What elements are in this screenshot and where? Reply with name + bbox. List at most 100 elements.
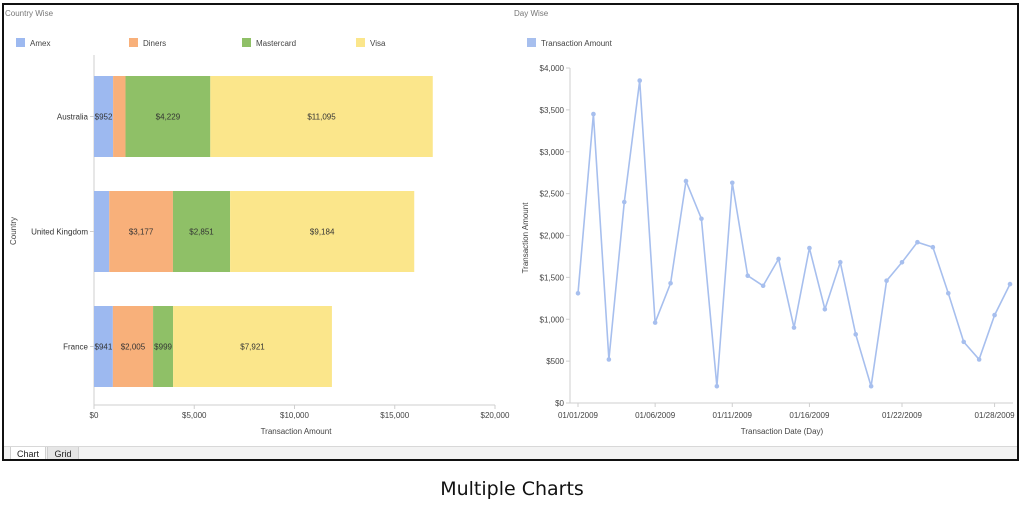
x-tick-label: $10,000 (280, 411, 309, 420)
data-label: $2,005 (121, 343, 146, 352)
legend-label: Amex (30, 39, 50, 48)
right-y-axis-title: Transaction Amount (521, 202, 530, 274)
data-point (1007, 281, 1013, 287)
category-label: France (63, 343, 88, 352)
data-point (606, 357, 612, 362)
y-tick-label: $1,000 (540, 315, 565, 324)
bar-segment (94, 191, 110, 272)
legend-swatch (242, 38, 251, 47)
page-caption: Multiple Charts (440, 478, 584, 500)
data-point (575, 290, 581, 296)
right-axis: $0 $500 $1,000 $1,500 $2,000 $2,500 $3,000 $3,5… (540, 64, 1016, 420)
view-tabs: Chart Grid (4, 446, 1017, 459)
data-label: $941 (95, 343, 113, 352)
left-legend: Amex Diners Mastercard Visa (16, 38, 386, 48)
left-y-axis-title: Country (9, 217, 18, 245)
y-tick-label: $2,500 (540, 190, 565, 199)
data-point (791, 325, 797, 330)
data-point (807, 245, 812, 251)
left-x-axis-title: Transaction Amount (261, 427, 333, 436)
bar-segment (210, 76, 433, 157)
category-label: United Kingdom (31, 228, 88, 237)
bar-segment (94, 306, 113, 387)
data-point (976, 357, 982, 362)
right-x-axis-title: Transaction Date (Day) (741, 427, 824, 436)
data-point (915, 239, 920, 245)
data-point (930, 244, 936, 250)
data-point (945, 290, 951, 296)
data-point (591, 111, 596, 117)
data-point (699, 216, 704, 222)
x-tick-label: 01/11/2009 (713, 411, 753, 420)
legend-swatch (129, 38, 138, 47)
data-point (837, 260, 843, 265)
data-point (668, 280, 673, 286)
charts-area: Country Wise Amex Diners Mastercard Visa $0… (5, 9, 1016, 436)
legend-label: Transaction Amount (541, 39, 613, 48)
x-tick-label: 01/01/2009 (558, 411, 599, 420)
data-point (745, 273, 751, 279)
category-label: Australia (57, 113, 89, 122)
data-label: $4,229 (156, 113, 181, 122)
data-label: $7,921 (240, 343, 265, 352)
data-point (652, 320, 658, 325)
x-tick-label: 01/22/2009 (882, 411, 923, 420)
legend-label: Visa (370, 39, 386, 48)
bar-segment (153, 306, 174, 387)
bar-segment (109, 191, 173, 272)
data-label: $999 (154, 343, 172, 352)
right-panel-title: Day Wise (514, 9, 549, 18)
legend-label: Diners (143, 39, 166, 48)
data-point (714, 383, 720, 389)
x-tick-label: 01/16/2009 (789, 411, 830, 420)
data-point (961, 339, 967, 345)
bar-segment (173, 306, 332, 387)
data-point (992, 312, 997, 318)
data-point (899, 260, 905, 265)
data-point (637, 78, 643, 83)
series-line (577, 80, 1011, 387)
bar-segment (230, 191, 415, 272)
right-legend: Transaction Amount (527, 38, 613, 48)
y-tick-label: $3,500 (540, 106, 565, 115)
legend-swatch (16, 38, 25, 47)
data-point (776, 256, 781, 262)
y-tick-label: $0 (555, 399, 564, 408)
bar-segment (172, 191, 231, 272)
x-tick-label: $0 (90, 411, 99, 420)
legend-swatch (527, 38, 536, 47)
data-point (729, 180, 735, 186)
data-label: $952 (95, 113, 113, 122)
x-tick-label: 01/28/2009 (975, 411, 1016, 420)
bar-segment (94, 76, 114, 157)
dashboard-frame: Country Wise Amex Diners Mastercard Visa $0… (2, 3, 1019, 461)
data-point (884, 278, 889, 284)
x-tick-label: 01/06/2009 (635, 411, 676, 420)
y-tick-label: $1,500 (540, 273, 565, 282)
y-tick-label: $3,000 (540, 148, 565, 157)
data-label: $9,184 (310, 228, 335, 237)
x-tick-label: $5,000 (182, 411, 207, 420)
data-point (683, 178, 689, 184)
data-point (760, 283, 766, 289)
legend-swatch (356, 38, 365, 47)
bar-segment (125, 76, 211, 157)
tab-grid[interactable]: Grid (47, 447, 79, 459)
right-line-series (575, 78, 1013, 389)
data-label: $11,095 (307, 113, 336, 122)
data-point (822, 306, 828, 312)
tab-chart[interactable]: Chart (10, 447, 46, 459)
data-point (868, 383, 874, 389)
y-tick-label: $4,000 (540, 64, 565, 73)
y-tick-label: $2,000 (540, 232, 565, 241)
legend-label: Mastercard (256, 39, 296, 48)
bar-segment (113, 76, 126, 157)
left-bars: Australia $952 $4,229 $11,095 United Kingdom… (31, 76, 433, 387)
data-label: $3,177 (129, 228, 154, 237)
bar-segment (112, 306, 154, 387)
data-point (853, 332, 859, 337)
y-tick-label: $500 (546, 357, 564, 366)
left-panel-title: Country Wise (5, 9, 54, 18)
x-tick-label: $15,000 (380, 411, 409, 420)
x-tick-label: $20,000 (481, 411, 510, 420)
